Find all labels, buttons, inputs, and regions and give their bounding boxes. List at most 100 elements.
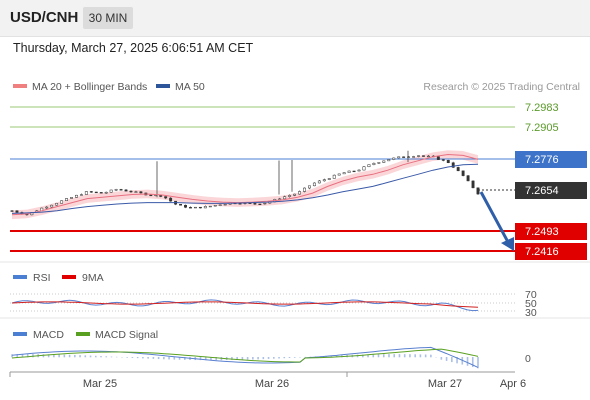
macd-signal-legend-swatch: [76, 332, 90, 336]
macd-histogram-bar: [168, 357, 170, 360]
candle-body: [55, 203, 59, 206]
pivot-label-box: [515, 151, 587, 168]
macd-histogram-bar: [173, 357, 176, 360]
candle-body: [451, 162, 455, 168]
candle-body: [278, 198, 282, 200]
macd-histogram-bar: [136, 357, 139, 359]
candle-body: [139, 191, 143, 194]
macd-histogram-bar: [471, 357, 474, 368]
macd-histogram-bar: [456, 357, 458, 364]
macd-histogram-bar: [74, 354, 76, 358]
macd-histogram-bar: [419, 354, 422, 358]
macd-histogram-bar: [367, 354, 369, 358]
candle-body: [362, 166, 366, 171]
timeframe-button[interactable]: 30 MIN: [83, 7, 133, 29]
candle-body: [198, 206, 202, 209]
rsi-line: [11, 299, 479, 312]
candle-body: [213, 205, 217, 207]
macd-histogram-bar: [231, 357, 233, 361]
macd-histogram-bar: [241, 357, 244, 360]
candle-body: [208, 205, 212, 208]
macd-histogram-bar: [157, 357, 160, 360]
macd-histogram-bar: [126, 357, 128, 358]
candle-body: [293, 193, 297, 196]
macd-histogram-bar: [388, 354, 390, 358]
candle-body: [426, 155, 430, 158]
macd-histogram-bar: [382, 354, 385, 358]
candle-body: [104, 191, 108, 194]
ma50-legend-label: MA 50: [175, 81, 205, 93]
candle-body: [332, 174, 336, 179]
candle-body: [114, 189, 118, 191]
last-price-label: 7.2654: [525, 185, 559, 197]
macd-histogram-bar: [68, 354, 71, 358]
candle-body: [74, 194, 78, 198]
macd-axis-zero: 0: [525, 353, 531, 365]
candle-body: [441, 159, 445, 161]
candle-body: [397, 156, 401, 159]
macd-histogram-bar: [63, 354, 66, 358]
macd-histogram-bar: [204, 357, 207, 361]
candle-body: [119, 189, 123, 191]
candle-body: [417, 155, 420, 157]
candle-body: [149, 194, 153, 197]
candle-body: [179, 203, 183, 206]
candle-body: [446, 159, 450, 163]
x-tick-label: Apr 6: [500, 378, 526, 390]
macd-histogram-bar: [236, 357, 238, 360]
candle-body: [65, 198, 68, 201]
x-tick-label: Mar 27: [428, 378, 462, 390]
candle-body: [79, 194, 83, 196]
macd-line: [11, 346, 479, 368]
candle-body: [84, 191, 88, 195]
ma50-legend-swatch: [156, 84, 170, 88]
resistance-1-label: 7.2905: [525, 122, 559, 134]
macd-legend-swatch: [13, 332, 27, 336]
bollinger-legend-swatch: [13, 84, 27, 88]
macd-histogram-bar: [430, 354, 432, 358]
macd-histogram-bar: [330, 355, 333, 358]
macd-histogram-bar: [257, 357, 259, 360]
rsi-panel: RSI 9MA 70 50 30: [10, 272, 537, 319]
macd-histogram-bar: [372, 354, 375, 358]
chart-datetime: Thursday, March 27, 2025 6:06:51 AM CET: [13, 41, 254, 55]
macd-histogram-bar: [131, 357, 134, 358]
candle-body: [223, 204, 227, 206]
rsi-axis-30: 30: [525, 307, 537, 319]
rsi-axis-70: 70: [525, 289, 537, 301]
candle-body: [322, 179, 326, 182]
ma50-line: [11, 163, 479, 214]
candle-body: [407, 156, 411, 158]
macd-histogram-bar: [47, 354, 50, 358]
macd-histogram-bar: [199, 357, 202, 361]
candle-body: [184, 204, 187, 208]
candle-body: [342, 172, 346, 175]
macd-histogram-bar: [262, 357, 265, 360]
candle-body: [298, 191, 301, 195]
macd-histogram-bar: [152, 357, 155, 359]
macd-histogram-bar: [362, 354, 364, 358]
macd-histogram-bar: [105, 356, 108, 358]
macd-histogram-bar: [393, 354, 396, 358]
macd-histogram-bar: [267, 357, 270, 359]
pivot-label: 7.2776: [525, 154, 559, 166]
macd-histogram-bar: [84, 355, 87, 358]
candle-body: [283, 196, 287, 200]
candle-body: [129, 190, 133, 193]
candle-body: [253, 203, 257, 205]
macd-signal-legend-label: MACD Signal: [95, 329, 158, 341]
rsi-axis-50: 50: [525, 298, 537, 310]
support-2-label-box: [515, 243, 587, 260]
x-tick-label: Mar 25: [83, 378, 117, 390]
candle-body: [377, 162, 381, 164]
macd-histogram-bar: [16, 354, 19, 358]
candle-body: [476, 187, 480, 195]
candle-body: [258, 203, 262, 206]
instrument-title: USD/CNH: [10, 9, 79, 26]
candle-body: [422, 155, 425, 157]
chart-header: USD/CNH 30 MIN: [0, 0, 590, 37]
support-2-label: 7.2416: [525, 246, 559, 258]
candle-body: [352, 170, 356, 173]
support-1-label: 7.2493: [525, 226, 559, 238]
